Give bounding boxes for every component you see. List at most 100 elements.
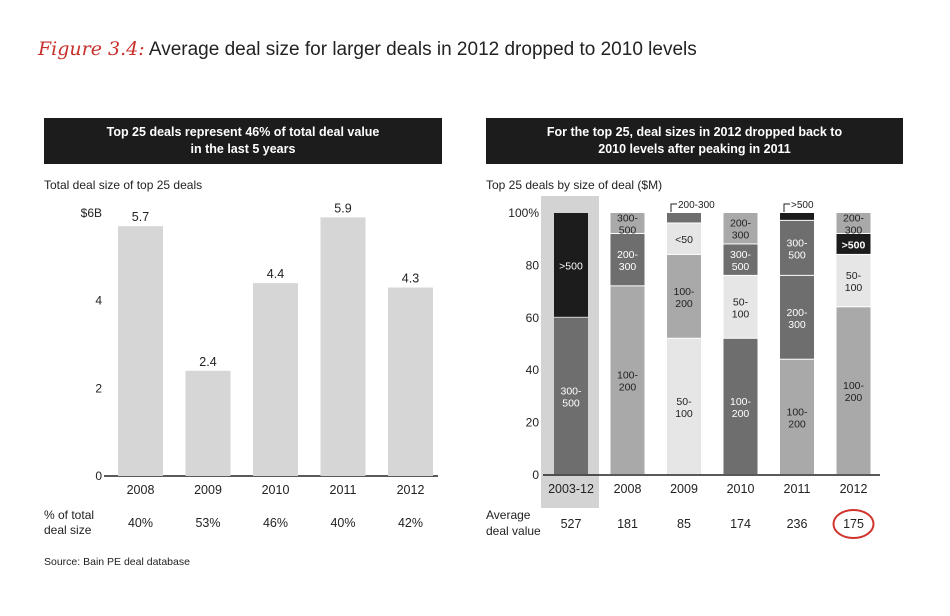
segment-label: 200- (617, 249, 639, 261)
avg-row-label-line2: deal value (486, 524, 541, 538)
segment-2003-12-300-500 (554, 317, 588, 474)
x-tick-label: 2009 (670, 482, 698, 496)
figure-title: Figure 3.4: Average deal size for larger… (38, 38, 697, 61)
y-tick-label: 2 (95, 381, 102, 395)
segment-label: >500 (559, 260, 583, 272)
avg-row-label-line1: Average (486, 508, 531, 522)
highlight-circle (832, 509, 875, 539)
segment-2010-200-300 (723, 213, 758, 244)
x-tick-label: 2008 (614, 482, 642, 496)
segment-2003-12->500 (554, 213, 588, 317)
right-chart-header: For the top 25, deal sizes in 2012 dropp… (486, 118, 903, 164)
segment-label: 200- (730, 218, 752, 230)
segment-label: 100- (673, 286, 695, 298)
segment-label: 300- (786, 237, 808, 249)
bar-2010 (253, 283, 298, 476)
x-tick-label: 2012 (840, 482, 868, 496)
y-tick-label: $6B (81, 206, 102, 220)
segment-2009-100-200 (667, 254, 701, 338)
segment-label: 300 (845, 224, 863, 236)
pct-of-total-value: 53% (195, 516, 220, 530)
callout-bracket (670, 203, 677, 212)
left-header-line1: Top 25 deals represent 46% of total deal… (106, 125, 380, 139)
callout-label: 200-300 (678, 200, 715, 211)
x-tick-label: 2009 (194, 483, 222, 497)
x-tick-label: 2010 (727, 482, 755, 496)
segment-label: <50 (675, 234, 693, 246)
bar-value-label: 4.4 (267, 267, 284, 281)
x-tick-label: 2012 (397, 483, 425, 497)
segment-label: 200 (788, 418, 806, 430)
x-tick-label: 2011 (784, 482, 811, 496)
segment-2009-200-300 (667, 213, 701, 223)
segment-label: 50- (676, 396, 692, 408)
segment-2011-100-200 (780, 359, 814, 474)
segment-2010-50-100 (723, 275, 758, 338)
segment-label: 200 (619, 382, 637, 394)
segment-2011->500 (780, 213, 814, 220)
segment-label: 500 (562, 397, 580, 409)
segment-2008-200-300 (610, 233, 645, 286)
segment-2011-200-300 (780, 275, 814, 359)
pct-of-total-value: 40% (330, 516, 355, 530)
x-tick-label: 2011 (330, 483, 357, 497)
x-tick-label: 2003-12 (548, 482, 594, 496)
avg-deal-value: 175 (843, 517, 864, 531)
pct-of-total-value: 40% (128, 516, 153, 530)
left-header-line2: in the last 5 years (190, 142, 296, 156)
avg-deal-value: 181 (617, 517, 638, 531)
right-chart-subtitle: Top 25 deals by size of deal ($M) (486, 178, 663, 192)
right-header-line1: For the top 25, deal sizes in 2012 dropp… (546, 125, 843, 139)
segment-label: 500 (732, 261, 750, 273)
bar-2011 (320, 217, 366, 476)
callout-label: >500 (791, 200, 814, 211)
bar-value-label: 2.4 (199, 355, 216, 369)
y-tick-label: 100% (508, 206, 539, 220)
segment-label: 100- (843, 380, 865, 392)
segment-label: 500 (788, 249, 806, 261)
segment-2008-100-200 (610, 286, 645, 474)
x-tick-label: 2008 (127, 483, 155, 497)
segment-label: 50- (733, 296, 749, 308)
segment-label: 300- (617, 212, 639, 224)
segment-label: 300 (732, 230, 750, 242)
segment-2009-50-100 (667, 338, 701, 474)
source-note: Source: Bain PE deal database (44, 556, 190, 568)
segment-2010-100-200 (723, 338, 758, 474)
segment-label: 500 (619, 224, 637, 236)
pct-row-label-line1: % of total (44, 508, 94, 522)
segment-2009-<50 (667, 223, 701, 254)
segment-2012->500 (836, 233, 871, 254)
bar-value-label: 5.7 (132, 210, 149, 224)
pct-of-total-value: 42% (398, 516, 423, 530)
segment-label: 300- (560, 385, 582, 397)
y-tick-label: 0 (532, 468, 539, 482)
segment-2012-100-200 (836, 307, 871, 474)
y-tick-label: 4 (95, 294, 102, 308)
bar-2008 (118, 226, 163, 476)
segment-label: 200 (732, 408, 750, 420)
figure-title-text: Average deal size for larger deals in 20… (148, 39, 697, 60)
segment-label: 100 (732, 308, 750, 320)
segment-label: 200 (845, 392, 863, 404)
y-tick-label: 20 (526, 416, 540, 430)
left-chart-header: Top 25 deals represent 46% of total deal… (44, 118, 442, 164)
bar-value-label: 5.9 (334, 201, 351, 215)
bar-2012 (388, 287, 433, 476)
segment-label: 100- (617, 370, 639, 382)
segment-label: 300 (788, 319, 806, 331)
x-tick-label: 2010 (262, 483, 290, 497)
pct-of-total-value: 46% (263, 516, 288, 530)
y-tick-label: 60 (526, 311, 540, 325)
segment-2008-300-500 (610, 213, 645, 233)
right-header-line2: 2010 levels after peaking in 2011 (598, 142, 791, 156)
segment-label: 100- (730, 396, 752, 408)
y-tick-label: 40 (526, 363, 540, 377)
segment-2011-300-500 (780, 220, 814, 275)
segment-label: >500 (842, 239, 866, 251)
segment-label: 300- (730, 249, 752, 261)
segment-label: 300 (619, 261, 637, 273)
segment-label: 100 (845, 282, 863, 294)
